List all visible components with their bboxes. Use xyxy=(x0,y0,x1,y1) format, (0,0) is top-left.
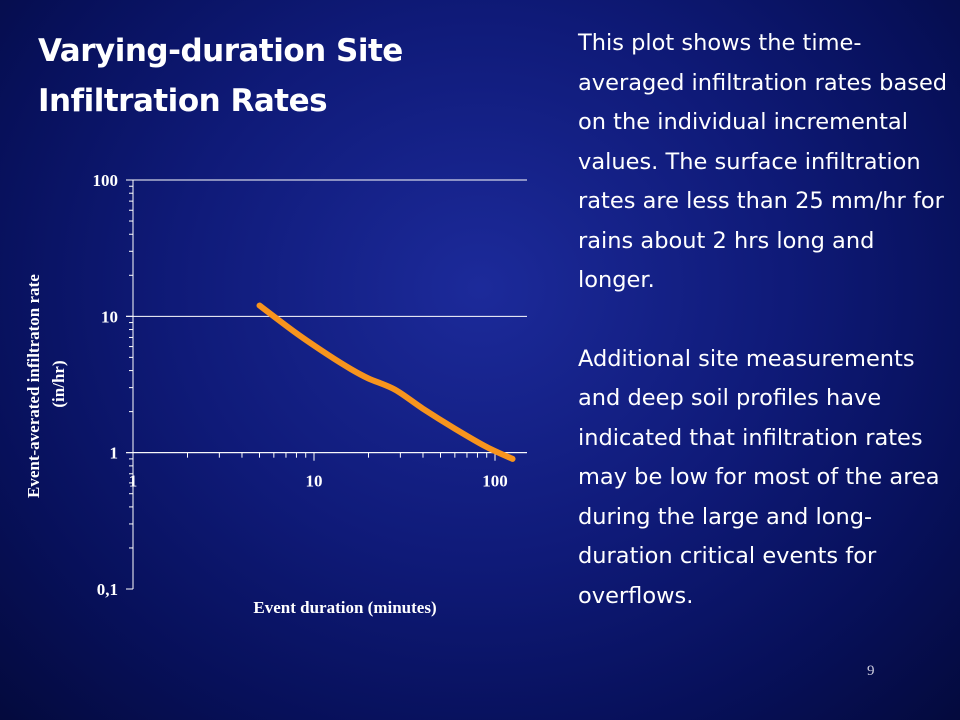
y-tick-label: 0,1 xyxy=(97,580,118,599)
x-axis-label: Event duration (minutes) xyxy=(253,598,436,617)
x-tick-label: 10 xyxy=(306,472,323,491)
x-tick-label: 1 xyxy=(129,472,138,491)
y-tick-label: 10 xyxy=(101,307,118,326)
y-axis-label-line-1: Event-averated infiltraton rate xyxy=(24,274,43,498)
description-paragraph-2: Additional site measurements and deep so… xyxy=(578,345,940,609)
page-number: 9 xyxy=(867,663,875,679)
gridlines xyxy=(133,179,527,454)
data-line xyxy=(256,302,516,462)
y-tick-label: 1 xyxy=(110,444,119,463)
y-tick-label: 100 xyxy=(93,171,119,190)
y-axis-label-line-2: (in/hr) xyxy=(49,360,68,407)
slide-title: Varying-duration Site Infiltration Rates xyxy=(38,33,403,119)
tick-marks xyxy=(126,179,496,590)
tick-labels: 100 10 1 0,1 1 10 100 xyxy=(93,171,508,599)
axes xyxy=(132,180,527,589)
series-line xyxy=(256,302,516,462)
description: This plot shows the time-averaged infilt… xyxy=(578,24,948,616)
y-axis-label: Event-averated infiltraton rate (in/hr) xyxy=(24,270,68,498)
x-tick-label: 100 xyxy=(482,472,508,491)
description-paragraph-1: This plot shows the time-averaged infilt… xyxy=(578,30,948,293)
